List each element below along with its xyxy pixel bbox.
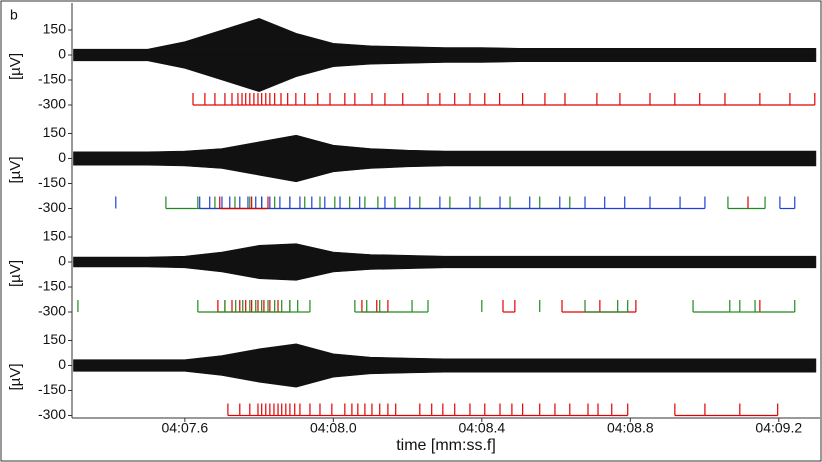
signal-envelope bbox=[73, 134, 817, 159]
x-tick-label: 04:08.4 bbox=[458, 420, 505, 436]
x-tick-label: 04:08.8 bbox=[607, 420, 654, 436]
y-tick-label: 150 bbox=[43, 228, 67, 244]
y-tick-label: 150 bbox=[43, 21, 67, 37]
y-tick-label: 150 bbox=[43, 124, 67, 140]
y-axis-label: [µV] bbox=[7, 157, 24, 184]
signal-envelope bbox=[73, 261, 817, 281]
y-tick-label: -150 bbox=[38, 278, 66, 294]
y-tick-label: 0 bbox=[58, 149, 66, 165]
panel-label: b bbox=[10, 7, 18, 23]
signal-envelope bbox=[73, 243, 817, 263]
x-tick-label: 04:08.0 bbox=[310, 420, 357, 436]
signal-envelope bbox=[73, 343, 817, 366]
y-tick-label: -300 bbox=[38, 406, 66, 422]
signal-envelope bbox=[73, 365, 817, 388]
x-tick-label: 04:07.6 bbox=[161, 420, 208, 436]
signal-envelope bbox=[73, 18, 817, 56]
y-tick-label: -150 bbox=[38, 174, 66, 190]
x-tick-label: 04:09.2 bbox=[755, 420, 802, 436]
y-axis-label: [µV] bbox=[7, 53, 24, 80]
y-tick-label: -150 bbox=[38, 381, 66, 397]
y-tick-label: -300 bbox=[38, 96, 66, 112]
signal-envelope bbox=[73, 158, 817, 183]
y-axis-label: [µV] bbox=[7, 260, 24, 287]
y-tick-label: -300 bbox=[38, 303, 66, 319]
y-tick-label: 0 bbox=[58, 253, 66, 269]
y-tick-label: -150 bbox=[38, 71, 66, 87]
y-tick-label: -300 bbox=[38, 199, 66, 215]
x-axis-label: time [mm:ss.f] bbox=[396, 437, 496, 454]
y-tick-label: 0 bbox=[58, 356, 66, 372]
y-axis-label: [µV] bbox=[7, 364, 24, 391]
y-tick-label: 0 bbox=[58, 46, 66, 62]
y-tick-label: 150 bbox=[43, 331, 67, 347]
signal-envelope bbox=[73, 54, 817, 92]
